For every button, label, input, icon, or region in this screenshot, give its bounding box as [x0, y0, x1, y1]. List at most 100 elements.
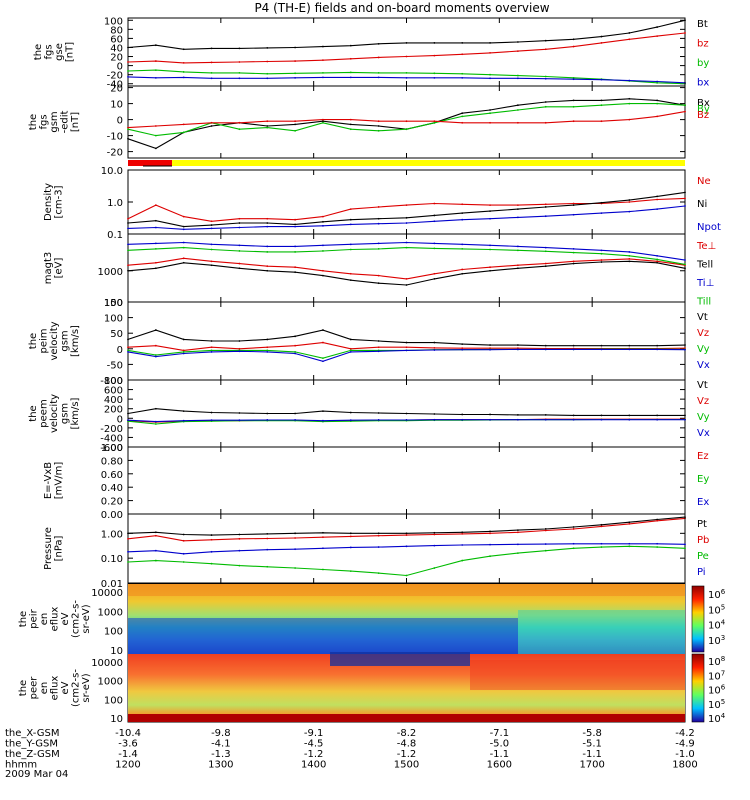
data-point [349, 351, 352, 353]
data-point [322, 536, 324, 539]
data-point [433, 247, 436, 250]
data-point [544, 206, 547, 208]
data-point [489, 530, 491, 533]
data-point [154, 329, 157, 331]
data-point [322, 121, 324, 124]
data-point [517, 104, 519, 107]
figure-title: P4 (TH-E) fields and on-board moments ov… [254, 1, 549, 15]
data-point [182, 71, 185, 73]
data-point [433, 418, 436, 421]
data-point [572, 45, 575, 48]
legend-Bx: Bx [697, 98, 710, 109]
data-point [656, 99, 659, 102]
legend-Vy: Vy [697, 412, 710, 423]
data-point [600, 249, 603, 252]
y-tick-label: 0.10 [101, 554, 123, 565]
data-point [238, 537, 241, 540]
data-point [266, 338, 269, 341]
y-tick-label: 20 [110, 53, 123, 64]
data-point [294, 548, 296, 551]
data-point [489, 269, 491, 272]
data-point [377, 206, 380, 208]
data-point [238, 128, 241, 131]
data-point [377, 340, 380, 342]
data-point [210, 562, 213, 565]
data-point [377, 222, 380, 225]
data-point [266, 269, 269, 272]
data-point [517, 418, 519, 421]
y-tick-label: 50 [110, 329, 123, 340]
data-point [405, 346, 408, 349]
data-point [266, 126, 269, 129]
data-point [210, 61, 213, 64]
data-point [377, 120, 380, 123]
data-point [377, 42, 380, 45]
data-point [628, 260, 631, 263]
data-point [572, 344, 575, 347]
data-point [349, 338, 352, 341]
ion-colorbar-label: 105 [708, 603, 725, 616]
data-point [182, 215, 185, 218]
data-point [433, 42, 436, 44]
data-point [461, 347, 464, 350]
data-point [266, 72, 269, 75]
data-point [238, 549, 241, 552]
data-point [349, 223, 352, 226]
data-point [294, 351, 296, 353]
data-point [544, 121, 547, 124]
data-point [656, 261, 659, 264]
data-point [628, 344, 631, 347]
data-point [628, 102, 631, 105]
legend-Vt: Vt [697, 380, 708, 391]
data-point [154, 531, 157, 534]
data-point [600, 546, 603, 548]
data-point [656, 546, 659, 548]
data-point [572, 414, 575, 417]
data-point [127, 537, 129, 540]
data-point [349, 71, 352, 74]
data-point [656, 414, 659, 417]
data-point [182, 228, 185, 231]
ephemeris-value: -4.1 [211, 739, 231, 750]
data-point [489, 348, 491, 351]
ephemeris-value: -9.1 [304, 728, 324, 739]
data-point [433, 54, 436, 57]
data-point [517, 121, 519, 124]
data-point [210, 47, 213, 50]
data-point [572, 528, 575, 530]
data-point [489, 248, 491, 251]
data-point [266, 346, 269, 349]
data-point [628, 201, 631, 203]
data-point [154, 407, 157, 410]
electron-colorbar-label: 107 [708, 669, 725, 682]
data-point [572, 202, 575, 205]
electron-colorbar [691, 653, 705, 723]
ephemeris-value: 1200 [115, 760, 140, 771]
data-point [405, 120, 408, 123]
data-point [684, 547, 686, 550]
data-point [489, 121, 491, 124]
data-point [210, 538, 213, 541]
panel-temperature: magt3[eV] 1000 100 Te⊥ Tell Ti⊥ Till [43, 233, 716, 309]
data-point [489, 52, 491, 54]
data-point [656, 542, 659, 545]
data-point [489, 244, 491, 247]
data-point [544, 246, 547, 249]
ephemeris-value: -7.1 [490, 728, 510, 739]
data-point [210, 550, 213, 553]
data-point [238, 250, 241, 252]
data-point [628, 38, 631, 41]
data-point [377, 242, 380, 245]
data-point [266, 419, 269, 421]
data-point [322, 360, 324, 363]
data-point [461, 121, 464, 124]
ephemeris-row-label: the_Z-GSM [5, 749, 60, 760]
data-point [572, 76, 575, 79]
y-axis-label: thepeerenefluxeV(cm2-s-sr-eV) [18, 669, 92, 707]
data-point [294, 123, 296, 126]
data-point [238, 61, 241, 63]
data-point [322, 71, 324, 74]
data-point [433, 531, 436, 534]
data-point [349, 535, 352, 538]
